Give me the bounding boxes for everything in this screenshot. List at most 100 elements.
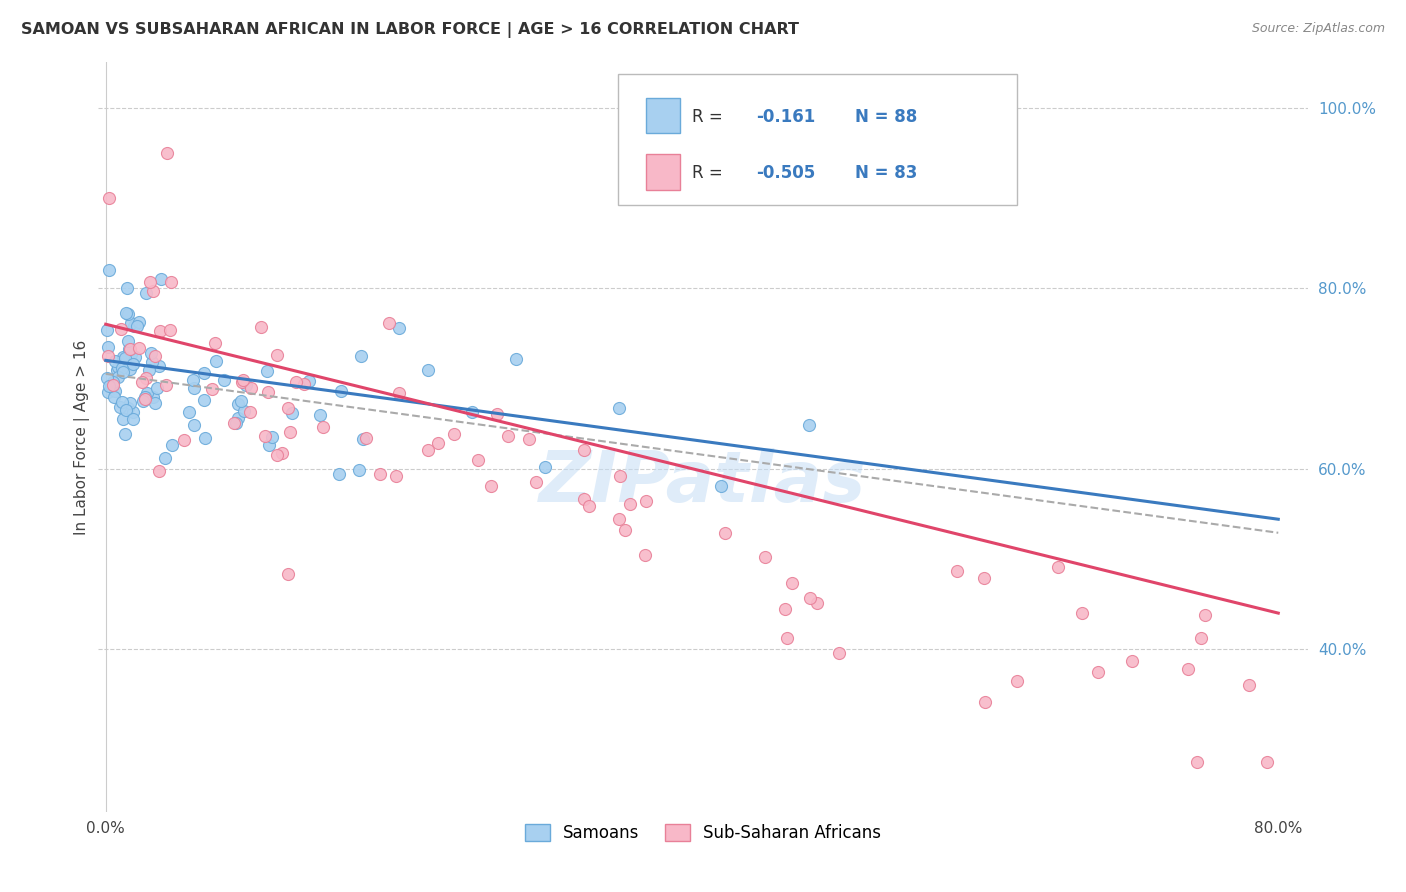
Point: [111, 365, 134, 379]
Point: [1071, 606, 1094, 620]
Point: [257, 438, 280, 452]
Text: R =: R =: [692, 164, 728, 182]
Point: [143, 349, 166, 363]
Point: [183, 417, 205, 432]
Point: [806, 596, 828, 610]
Point: [183, 381, 205, 395]
Point: [103, 390, 125, 404]
Point: [329, 384, 352, 398]
Point: [131, 393, 153, 408]
Legend: Samoans, Sub-Saharan Africans: Samoans, Sub-Saharan Africans: [519, 817, 887, 848]
Point: [108, 400, 131, 414]
Point: [155, 378, 177, 392]
Point: [634, 548, 657, 562]
Point: [181, 373, 204, 387]
Point: [134, 390, 156, 404]
Point: [239, 404, 262, 418]
Text: R =: R =: [692, 108, 728, 126]
Point: [347, 463, 370, 477]
Point: [266, 348, 288, 362]
Point: [111, 395, 134, 409]
Point: [117, 307, 139, 321]
Point: [619, 497, 641, 511]
Point: [388, 320, 411, 334]
Point: [634, 493, 657, 508]
Point: [135, 286, 157, 301]
Bar: [647, 97, 681, 134]
Point: [117, 401, 139, 415]
Point: [226, 397, 249, 411]
Point: [231, 375, 253, 389]
Point: [1194, 608, 1216, 623]
Point: [204, 354, 226, 368]
Point: [118, 342, 141, 356]
Point: [96, 370, 118, 384]
Point: [946, 564, 969, 578]
Point: [111, 412, 134, 426]
Point: [134, 392, 156, 406]
Text: -0.505: -0.505: [756, 164, 815, 182]
Point: [104, 354, 127, 368]
Point: [128, 342, 150, 356]
Point: [118, 342, 141, 356]
Point: [517, 432, 540, 446]
Point: [572, 491, 595, 506]
Point: [714, 526, 737, 541]
Point: [131, 376, 153, 390]
Point: [378, 316, 401, 330]
Point: [124, 350, 146, 364]
Point: [101, 376, 124, 390]
Text: Source: ZipAtlas.com: Source: ZipAtlas.com: [1251, 22, 1385, 36]
Point: [125, 319, 148, 334]
Point: [149, 325, 172, 339]
FancyBboxPatch shape: [619, 74, 1018, 205]
Point: [122, 318, 145, 333]
Point: [139, 275, 162, 289]
Point: [101, 378, 124, 392]
Point: [486, 407, 509, 421]
Point: [100, 379, 122, 393]
Point: [173, 434, 195, 448]
Text: ZIPatlas: ZIPatlas: [540, 448, 866, 516]
Bar: [647, 153, 681, 190]
Y-axis label: In Labor Force | Age > 16: In Labor Force | Age > 16: [75, 340, 90, 534]
Point: [107, 370, 129, 384]
Point: [256, 384, 278, 399]
Text: -0.161: -0.161: [756, 108, 815, 126]
Point: [97, 384, 120, 399]
Point: [114, 427, 136, 442]
Point: [107, 359, 129, 374]
Point: [179, 405, 201, 419]
Point: [281, 406, 304, 420]
Point: [1185, 755, 1208, 769]
Point: [96, 349, 118, 363]
Point: [98, 379, 121, 393]
Point: [368, 467, 391, 482]
Point: [233, 403, 256, 417]
Point: [607, 512, 630, 526]
Point: [352, 433, 374, 447]
Point: [270, 446, 292, 460]
Point: [111, 360, 134, 375]
Point: [609, 469, 631, 483]
Point: [97, 263, 120, 277]
Point: [1007, 674, 1029, 689]
Point: [1177, 662, 1199, 676]
Point: [194, 431, 217, 445]
Point: [278, 425, 301, 439]
Point: [148, 465, 170, 479]
Point: [298, 375, 321, 389]
Point: [139, 346, 162, 360]
Point: [156, 145, 179, 160]
Point: [799, 591, 821, 605]
Point: [461, 405, 484, 419]
Point: [418, 442, 440, 457]
Point: [136, 385, 159, 400]
Point: [1256, 755, 1278, 769]
Point: [505, 351, 527, 366]
Point: [193, 392, 215, 407]
Point: [142, 284, 165, 298]
Point: [114, 351, 136, 365]
Point: [467, 452, 489, 467]
Point: [162, 438, 184, 452]
